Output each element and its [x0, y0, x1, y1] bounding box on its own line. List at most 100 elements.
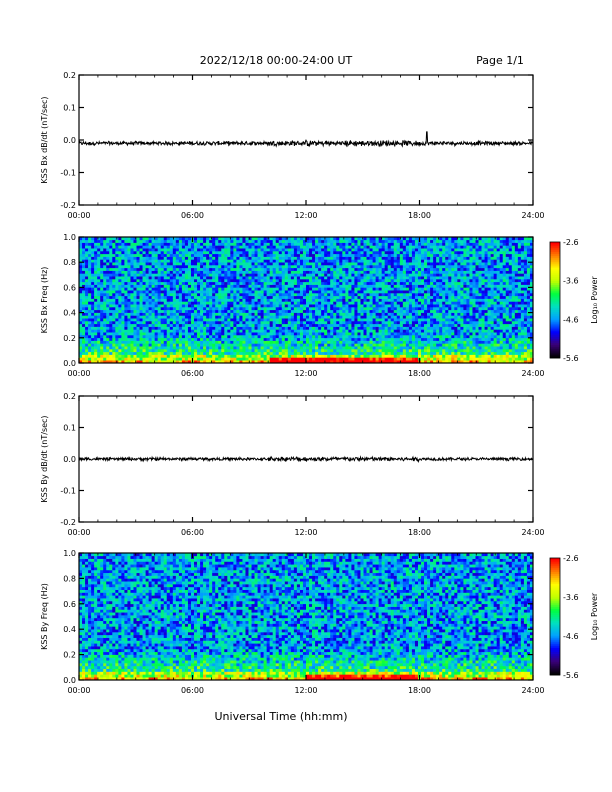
spectrogram-cells: [79, 237, 534, 364]
x-tick-label: 12:00: [294, 686, 317, 695]
colorbar: -2.6 -3.6 -4.6 -5.6 Log₁₀ Power: [549, 554, 599, 680]
colorbar-cell: [550, 563, 560, 567]
colorbar-cell: [550, 340, 560, 343]
y-tick-label: 0.0: [63, 136, 76, 145]
colorbar-cell: [550, 663, 560, 666]
colorbar-cell: [550, 595, 560, 598]
colorbar-cell: [550, 598, 560, 602]
colorbar-cell: [550, 579, 560, 582]
colorbar-cell: [550, 257, 560, 260]
colorbar-cell: [550, 577, 560, 580]
y-tick-label: 0.2: [63, 651, 76, 660]
colorbar-cell: [550, 665, 560, 668]
colorbar-cell: [550, 632, 560, 635]
colorbar-cell: [550, 565, 560, 569]
colorbar-cell: [550, 342, 560, 345]
colorbar-cell: [550, 307, 560, 311]
colorbar-cell: [550, 667, 560, 670]
colorbar-cell: [550, 567, 560, 571]
colorbar-cell: [550, 643, 560, 647]
colorbar-tick-label: -4.6: [563, 315, 579, 324]
colorbar-cell: [550, 305, 560, 309]
y-tick-label: 1.0: [63, 233, 76, 242]
colorbar-cell: [550, 272, 560, 276]
colorbar-cell: [550, 616, 560, 619]
colorbar-cell: [550, 311, 560, 314]
colorbar-cell: [550, 329, 560, 332]
colorbar-cell: [550, 344, 560, 347]
colorbar-cell: [550, 265, 560, 268]
colorbar-cell: [550, 309, 560, 312]
colorbar-cell: [550, 332, 560, 336]
y-axis-label: KSS By dB/dt (nT/sec): [40, 415, 49, 502]
colorbar-cell: [550, 628, 560, 631]
colorbar-cell: [550, 296, 560, 299]
x-tick-label: 00:00: [67, 369, 90, 378]
colorbar-cell: [550, 573, 560, 576]
x-tick-label: 18:00: [408, 369, 431, 378]
x-tick-label: 24:00: [521, 686, 544, 695]
page-indicator: Page 1/1: [476, 54, 524, 67]
colorbar-cell: [550, 348, 560, 351]
colorbar-cell: [550, 651, 560, 654]
colorbar-cell: [550, 630, 560, 633]
colorbar-cell: [550, 657, 560, 660]
colorbar-cell: [550, 255, 560, 258]
colorbar-cell: [550, 634, 560, 637]
colorbar-cell: [550, 669, 560, 672]
colorbar-cell: [550, 622, 560, 625]
x-tick-label: 06:00: [181, 528, 204, 537]
colorbar-cell: [550, 284, 560, 287]
colorbar: -2.6 -3.6 -4.6 -5.6 Log₁₀ Power: [549, 238, 599, 363]
colorbar-tick-label: -2.6: [563, 554, 579, 563]
x-tick-label: 00:00: [67, 528, 90, 537]
colorbar-cell: [550, 330, 560, 334]
colorbar-cell: [550, 673, 560, 676]
y-tick-label: 0.2: [63, 392, 76, 401]
colorbar-cell: [550, 653, 560, 656]
colorbar-cell: [550, 624, 560, 627]
x-tick-label: 06:00: [181, 686, 204, 695]
colorbar-cell: [550, 610, 560, 613]
colorbar-cell: [550, 559, 560, 563]
colorbar-cell: [550, 276, 560, 280]
colorbar-cell: [550, 602, 560, 606]
colorbar-cell: [550, 300, 560, 303]
colorbar-tick-label: -4.6: [563, 632, 579, 641]
x-tick-label: 24:00: [521, 528, 544, 537]
colorbar-cell: [550, 317, 560, 320]
colorbar-cell: [550, 589, 560, 592]
colorbar-cell: [550, 263, 560, 266]
colorbar-cell: [550, 561, 560, 565]
y-tick-label: 0.0: [63, 455, 76, 464]
colorbar-cell: [550, 292, 560, 295]
colorbar-cell: [550, 298, 560, 301]
colorbar-cell: [550, 261, 560, 264]
x-tick-label: 12:00: [294, 211, 317, 220]
series-trace: [78, 455, 534, 464]
colorbar-cell: [550, 247, 560, 251]
spectrogram-cells: [79, 553, 534, 681]
y-tick-label: 1.0: [63, 549, 76, 558]
colorbar-cell: [550, 286, 560, 289]
colorbar-cell: [550, 604, 560, 608]
colorbar-cell: [550, 352, 560, 355]
colorbar-cell: [550, 282, 560, 285]
panel-3: 0.2 0.1 0.0 -0.1 -0.200:00 06:00 12:00 18:00 24:…: [40, 392, 545, 537]
colorbar-cell: [550, 626, 560, 629]
y-tick-label: 0.8: [63, 258, 76, 267]
colorbar-cell: [550, 267, 560, 270]
colorbar-cell: [550, 278, 560, 282]
colorbar-cell: [550, 655, 560, 658]
colorbar-cell: [550, 585, 560, 588]
colorbar-cell: [550, 636, 560, 639]
colorbar-cell: [550, 649, 560, 652]
colorbar-cell: [550, 571, 560, 574]
y-tick-label: 0.6: [63, 283, 76, 292]
colorbar-label: Log₁₀ Power: [590, 592, 599, 640]
colorbar-cell: [550, 313, 560, 316]
figure-title: 2022/12/18 00:00-24:00 UT: [200, 54, 353, 67]
colorbar-cell: [550, 575, 560, 578]
colorbar-cell: [550, 323, 560, 326]
